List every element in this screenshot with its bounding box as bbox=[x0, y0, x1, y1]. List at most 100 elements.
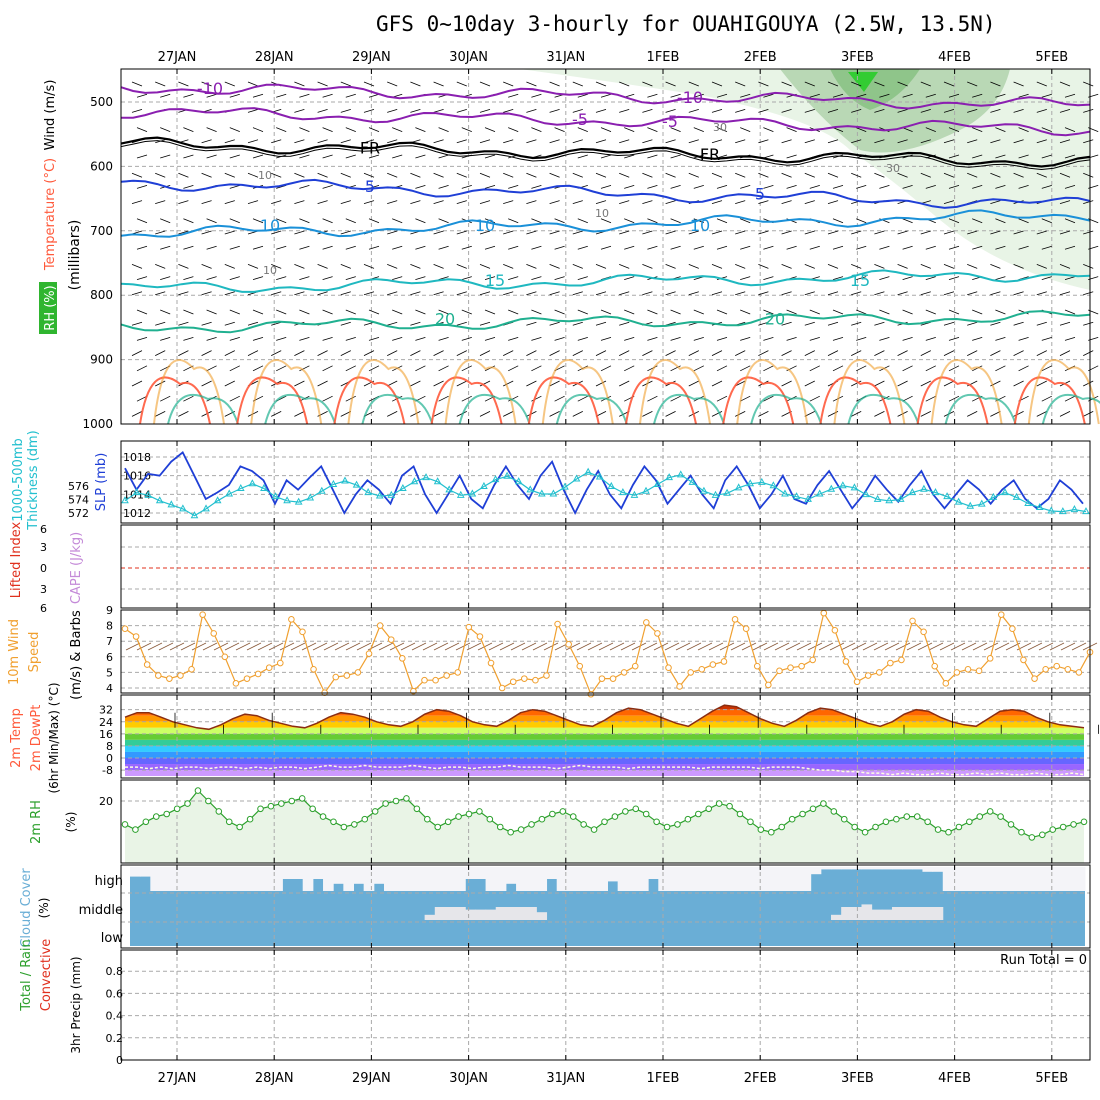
rh-marker bbox=[642, 810, 650, 818]
wind-barb bbox=[851, 172, 862, 178]
wind-barb bbox=[967, 81, 978, 87]
thickness-marker bbox=[364, 488, 372, 496]
high-cloud-clear bbox=[851, 867, 862, 870]
wind-barb-10m bbox=[576, 642, 592, 651]
wind-barb bbox=[990, 81, 1001, 87]
wind-barb bbox=[995, 154, 1006, 159]
temperature-band bbox=[125, 751, 1084, 758]
wind-barb bbox=[206, 245, 217, 250]
wind-barb bbox=[624, 185, 635, 189]
middle-cloud-clear bbox=[434, 907, 446, 920]
wind-barb bbox=[827, 200, 839, 204]
wind-barb bbox=[948, 276, 960, 280]
wind-speed-marker bbox=[188, 665, 195, 673]
wind-barb bbox=[572, 172, 583, 178]
high-cloud-clear bbox=[323, 867, 334, 891]
wind-barb bbox=[758, 230, 769, 235]
wind-barb bbox=[340, 230, 351, 235]
high-cloud-clear bbox=[556, 867, 568, 891]
high-cloud-clear bbox=[719, 867, 730, 891]
wind-barb bbox=[735, 172, 746, 178]
high-cloud-clear bbox=[922, 867, 934, 872]
wind-barb bbox=[735, 109, 746, 113]
wind-barb bbox=[990, 264, 1001, 269]
rh-marker bbox=[351, 821, 358, 828]
wind-barb bbox=[624, 154, 635, 159]
high-cloud-clear bbox=[170, 867, 182, 891]
wind-barb bbox=[711, 350, 723, 356]
wind10m-frame bbox=[120, 609, 1091, 694]
wind-barb bbox=[229, 395, 240, 402]
wind-barb bbox=[688, 139, 699, 144]
wind-barb bbox=[183, 309, 194, 315]
temperature-axis-label: Temperature (°C) bbox=[43, 158, 58, 271]
wind-barb bbox=[990, 109, 1001, 113]
wind-barb bbox=[368, 337, 380, 341]
wind-barb bbox=[531, 185, 542, 189]
wind-barb bbox=[131, 264, 143, 269]
wind-barb bbox=[572, 139, 583, 144]
wind-barb bbox=[229, 185, 240, 189]
wind-barb-10m bbox=[587, 642, 603, 651]
wind-barb bbox=[670, 218, 681, 224]
rh-marker bbox=[799, 810, 806, 818]
high-cloud-clear bbox=[648, 867, 659, 879]
high-cloud-clear bbox=[241, 867, 253, 891]
high-cloud-clear bbox=[353, 867, 365, 884]
wind-speed-marker bbox=[332, 673, 340, 681]
wind-speed-marker bbox=[232, 680, 240, 687]
wind-barb bbox=[299, 309, 310, 315]
high-cloud-clear bbox=[597, 867, 608, 891]
rh-marker bbox=[1070, 821, 1077, 828]
wind-barb bbox=[972, 185, 983, 189]
wind-barb bbox=[317, 350, 328, 356]
wind-barb bbox=[642, 350, 653, 356]
thickness-marker bbox=[491, 475, 500, 483]
wind-barb bbox=[183, 127, 194, 132]
wind-barb bbox=[665, 81, 676, 87]
high-cloud-clear bbox=[983, 867, 995, 891]
wind-barb bbox=[201, 350, 212, 356]
wind-barb bbox=[827, 109, 839, 113]
wind-speed-marker bbox=[265, 664, 273, 672]
wind-barb bbox=[155, 350, 166, 356]
wind-barb bbox=[874, 321, 885, 326]
wind-barb bbox=[670, 337, 681, 341]
wind-barb bbox=[549, 350, 560, 356]
wind-barb bbox=[345, 337, 356, 341]
rh-marker bbox=[392, 797, 400, 805]
wind-barb bbox=[410, 109, 421, 113]
wind-barb bbox=[786, 154, 797, 159]
rh-marker bbox=[194, 787, 202, 794]
wind-barb bbox=[619, 139, 630, 144]
wind-barb bbox=[438, 337, 449, 341]
wind-barb bbox=[415, 185, 426, 189]
wind-barb bbox=[879, 245, 890, 250]
wind-barb bbox=[624, 218, 635, 224]
wind-barb-10m bbox=[125, 642, 141, 651]
rh-marker bbox=[1039, 831, 1046, 839]
wind-barb-10m bbox=[653, 642, 669, 651]
wind-barb bbox=[619, 172, 630, 178]
wind-speed-marker bbox=[753, 662, 761, 670]
wind-barb bbox=[874, 291, 885, 296]
wind-barb bbox=[276, 93, 287, 98]
rh-marker bbox=[215, 808, 223, 815]
temperature-contour-label: 10 bbox=[260, 216, 280, 235]
wind-barb bbox=[642, 264, 653, 269]
wind-barb bbox=[206, 218, 217, 224]
wind-barb bbox=[572, 200, 583, 204]
wind-barb bbox=[786, 337, 797, 341]
wind-barb bbox=[392, 309, 403, 315]
wind-barb bbox=[972, 127, 983, 132]
wind-barb bbox=[368, 309, 380, 315]
date-label-bottom: 4FEB bbox=[938, 1071, 971, 1086]
wind-barb bbox=[711, 411, 723, 417]
wind-barb bbox=[688, 109, 699, 113]
freezing-contour bbox=[120, 140, 1091, 171]
wind-barb bbox=[879, 337, 890, 341]
rh-marker bbox=[663, 823, 671, 831]
wind-barb bbox=[229, 365, 240, 372]
high-cloud-clear bbox=[688, 867, 700, 891]
